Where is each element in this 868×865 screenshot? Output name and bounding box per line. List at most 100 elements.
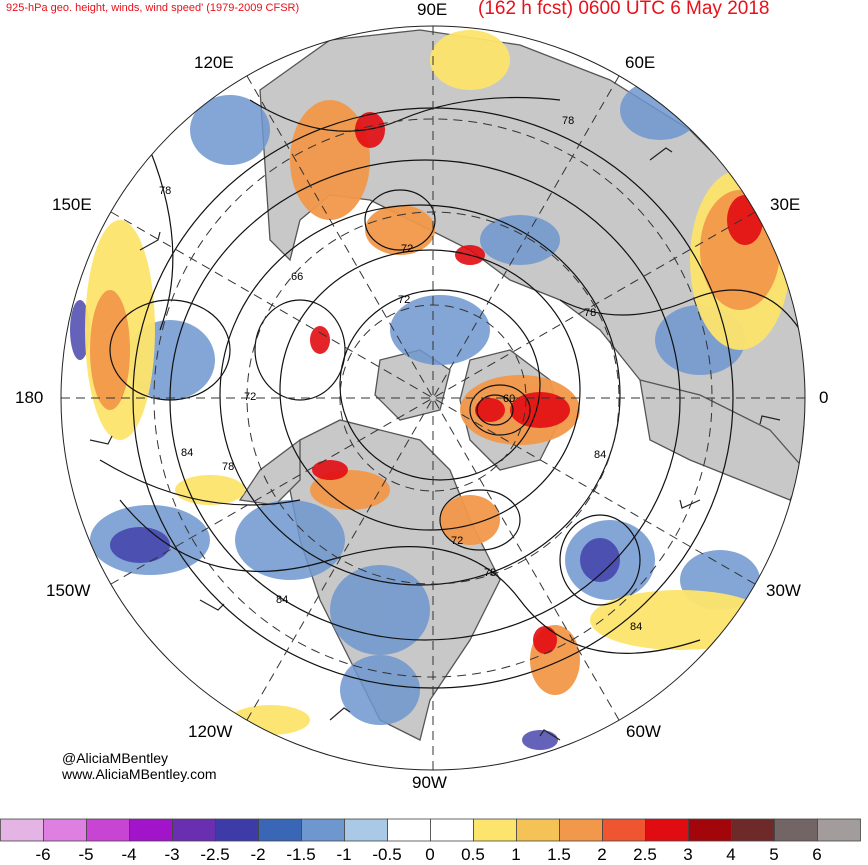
map-title-right: (162 h fcst) 0600 UTC 6 May 2018: [478, 0, 770, 19]
colorbar-cell: [774, 818, 818, 842]
anomaly-neg: [480, 215, 560, 265]
contour-line: [279, 249, 581, 531]
colorbar-tick-label: 1.5: [547, 845, 571, 864]
land-alaska: [238, 438, 301, 506]
contour-line: [249, 96, 561, 132]
colorbar-cell: [0, 818, 44, 842]
contour-label: 78: [584, 307, 596, 319]
anomaly-neg: [390, 295, 490, 365]
colorbar-tick-label: -3: [164, 845, 180, 864]
colorbar-cell: [817, 818, 861, 842]
anomaly-neg: [190, 95, 270, 165]
anomaly-pos-max: [355, 112, 385, 148]
wind-barb: [539, 729, 561, 741]
anomaly-pos: [430, 30, 510, 90]
colorbar-cell: [688, 818, 732, 842]
colorbar-cell: [430, 818, 474, 842]
colorbar-cell: [172, 818, 216, 842]
colorbar-tick-label: 5: [769, 845, 779, 864]
colorbar-cell: [215, 818, 259, 842]
meridian-120e-60w: [246, 75, 620, 721]
anomaly-pos-max: [510, 392, 570, 428]
contour-line: [559, 289, 801, 331]
contour-label: 84: [276, 594, 288, 606]
anomaly-pos-strong: [440, 495, 500, 545]
graticule: [61, 26, 805, 770]
contour-label: 78: [222, 461, 234, 473]
contour-line: [339, 289, 541, 481]
wind-barb: [199, 599, 225, 611]
anomaly-neg: [340, 655, 420, 725]
credit-website: www.AliciaMBentley.com: [62, 766, 217, 782]
contour-label: 72: [398, 294, 410, 306]
colorbar-tick-label: -5: [78, 845, 94, 864]
anomaly-pos-max: [727, 195, 763, 245]
anomaly-pos-max: [475, 398, 505, 422]
lon-label-90w: 90W: [412, 773, 447, 792]
contour-label: 60: [503, 393, 515, 405]
anomaly-neg: [620, 80, 700, 140]
colorbar-tick-label: 3: [683, 845, 693, 864]
lon-label-30e: 30E: [770, 195, 801, 214]
colorbar-cell: [43, 818, 87, 842]
colorbar-tick-label: 6: [812, 845, 822, 864]
contour-line: [469, 384, 531, 436]
colorbar-cell: [559, 818, 603, 842]
colorbar-cell: [645, 818, 689, 842]
wind-barb: [89, 435, 113, 445]
colorbar-tick-label: -2: [250, 845, 266, 864]
colorbar-cell: [516, 818, 560, 842]
colorbar-tick-label: 4: [726, 845, 736, 864]
credit-handle: @AliciaMBentley: [62, 750, 169, 766]
lon-label-120w: 120W: [188, 722, 233, 741]
lon-label-60e: 60E: [625, 53, 656, 72]
colorbar-tick-label: -6: [35, 845, 51, 864]
contour-label: 66: [291, 271, 303, 283]
colorbar-tick-label: 1: [511, 845, 521, 864]
anomaly-pos: [590, 590, 770, 650]
contour-label: 72: [244, 391, 256, 403]
meridian-150e-30w: [110, 211, 756, 585]
colorbar-tick-label: -1: [336, 845, 352, 864]
contour-line: [364, 189, 436, 251]
contour-label: 84: [594, 449, 606, 461]
contour-label: 72: [401, 243, 413, 255]
strong-negative-anomaly-shading: [70, 300, 620, 750]
contour-label: 78: [484, 567, 496, 579]
contour-line: [119, 499, 701, 654]
contour-line: [439, 489, 521, 551]
lon-label-120e: 120E: [194, 53, 234, 72]
anomaly-pos-max: [312, 460, 348, 480]
contour-line: [476, 394, 514, 426]
meridian-60e-120w: [246, 75, 620, 721]
lon-label-0: 0: [819, 388, 829, 407]
anomaly-pos: [230, 705, 310, 735]
colorbar-tick-label: -4: [121, 845, 137, 864]
anomaly-neg-strong: [70, 300, 90, 360]
colorbar-tick-label: -2.5: [200, 845, 230, 864]
wind-barb: [329, 707, 351, 721]
strong-positive-anomaly-shading: [310, 112, 763, 654]
colorbar: [0, 818, 861, 842]
lon-label-180: 180: [15, 388, 44, 407]
contour-line: [219, 204, 621, 586]
colorbar-tick-label: 0.5: [461, 845, 485, 864]
anomaly-pos: [175, 475, 245, 505]
contour-label: 84: [630, 621, 642, 633]
contour-label: 84: [181, 447, 193, 459]
anomaly-neg: [330, 565, 430, 655]
colorbar-cell: [473, 818, 517, 842]
wind-barb: [139, 231, 161, 251]
colorbar-cells: [0, 818, 861, 842]
colorbar-tick-label: -0.5: [372, 845, 402, 864]
map-title-left: 925-hPa geo. height, winds, wind speed' …: [6, 2, 300, 14]
colorbar-cell: [301, 818, 345, 842]
anomaly-pos-max: [310, 326, 330, 354]
lon-label-150w: 150W: [46, 581, 91, 600]
contour-line: [109, 299, 231, 401]
anomaly-pos-strong: [365, 205, 435, 255]
anomaly-neg-strong: [110, 527, 170, 563]
lon-label-150e: 150E: [52, 195, 92, 214]
anomaly-pos-strong: [290, 100, 370, 220]
wind-barb: [649, 147, 673, 161]
